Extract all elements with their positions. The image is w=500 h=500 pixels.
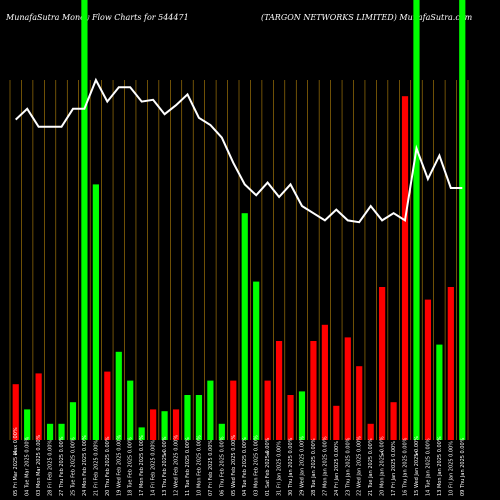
money-flow-bar bbox=[127, 380, 134, 440]
x-tick-label: 20 Thu Feb 2025 0.00% bbox=[105, 436, 111, 496]
money-flow-bar bbox=[81, 0, 88, 440]
x-tick-label: 21 Tue Jan 2025 0.00% bbox=[368, 438, 374, 496]
money-flow-bar bbox=[241, 213, 248, 440]
x-tick-label: 28 Fri Feb 2025 0.00% bbox=[48, 440, 54, 496]
axis-marker: $ bbox=[266, 451, 269, 457]
axis-marker: $ bbox=[14, 451, 17, 457]
x-tick-label: 06 Thu Feb 2025 0.00% bbox=[219, 436, 225, 496]
money-flow-bar bbox=[321, 324, 328, 440]
money-flow-bar bbox=[424, 299, 432, 440]
money-flow-bar bbox=[207, 380, 214, 440]
money-flow-bar bbox=[92, 184, 99, 440]
x-axis-labels: 05 Fri Mar 2025 Max 0.00% 04 Tue Mar 2025… bbox=[13, 427, 466, 496]
x-tick-label: 10 Fri Jan 2025 0.00% bbox=[448, 441, 454, 496]
x-tick-label: 11 Tue Feb 2025 0.00% bbox=[185, 437, 191, 496]
money-flow-bar bbox=[356, 366, 363, 440]
money-flow-bar bbox=[344, 337, 351, 440]
x-tick-label: 17 Mon Feb 2025 0.00% bbox=[139, 435, 145, 496]
x-tick-label: 14 Tue Jan 2025 0.00% bbox=[425, 438, 431, 496]
money-flow-bar bbox=[390, 402, 397, 440]
money-flow-bar bbox=[264, 380, 271, 440]
x-tick-label: 21 Fri Feb 2025 0.00% bbox=[93, 440, 99, 496]
x-tick-label: 25 Tue Feb 2025 0.00% bbox=[70, 437, 76, 496]
money-flow-bar bbox=[104, 371, 111, 440]
money-flow-bar bbox=[218, 423, 225, 440]
money-flow-bar bbox=[115, 351, 122, 440]
money-flow-bar bbox=[150, 409, 157, 440]
money-flow-bar bbox=[230, 380, 237, 440]
x-tick-label: 03 Mon Feb 2025 0.00% bbox=[254, 435, 260, 496]
money-flow-bar bbox=[333, 405, 340, 440]
money-flow-bar bbox=[367, 423, 374, 440]
chart-title-left: MunafaSutra Money Flow Charts for 544471 bbox=[5, 13, 189, 22]
x-tick-label: 22 Wed Jan 2025 0.00% bbox=[357, 436, 363, 496]
money-flow-bar bbox=[172, 409, 180, 440]
money-flow-bar bbox=[447, 287, 454, 440]
money-flow-bar bbox=[46, 423, 54, 440]
x-tick-label: 18 Tue Feb 2025 0.00% bbox=[128, 437, 134, 496]
x-tick-label: 17 Fri Jan 2025 0.00% bbox=[391, 441, 397, 496]
money-flow-bar bbox=[24, 409, 31, 440]
price-line bbox=[15, 77, 463, 224]
axis-markers: $ $ $ $ $ bbox=[14, 451, 418, 457]
x-tick-label: 23 Thu Jan 2025 0.00% bbox=[345, 437, 351, 496]
axis-marker: $ bbox=[381, 451, 384, 457]
x-tick-label: 07 Fri Feb 2025 0.00% bbox=[208, 440, 214, 496]
money-flow-bar bbox=[69, 402, 77, 440]
x-tick-label: 13 Thu Feb 2025 0.00% bbox=[162, 436, 168, 496]
x-tick-label: 12 Wed Feb 2025 0.00% bbox=[174, 435, 180, 496]
money-flow-bar bbox=[379, 287, 386, 440]
money-flow-bar bbox=[275, 341, 283, 440]
x-tick-label: 28 Tue Jan 2025 0.00% bbox=[311, 438, 317, 496]
x-tick-label: 27 Mon Jan 2025 0.00% bbox=[322, 436, 328, 496]
x-tick-label: 10 Mon Feb 2025 0.00% bbox=[196, 435, 202, 496]
x-tick-label: 19 Wed Feb 2025 0.00% bbox=[116, 435, 122, 496]
x-tick-label: 24 Fri Jan 2025 0.00% bbox=[334, 441, 340, 496]
money-flow-bar bbox=[253, 281, 260, 440]
x-tick-label: 15 Wed Jan 2025 0.00% bbox=[414, 436, 420, 496]
x-tick-label: 04 Tue Mar 2025 0.00% bbox=[25, 436, 31, 496]
grid-lines bbox=[9, 80, 469, 440]
money-flow-bar bbox=[184, 395, 191, 440]
x-tick-label: 05 Wed Feb 2025 0.00% bbox=[231, 435, 237, 496]
money-flow-bar bbox=[298, 391, 306, 440]
money-flow-bar bbox=[35, 373, 42, 440]
x-tick-label: 04 Tue Feb 2025 0.00% bbox=[242, 437, 248, 496]
x-tick-label: 20 Mon Jan 2025 0.00% bbox=[380, 436, 386, 496]
money-flow-bar bbox=[195, 395, 203, 440]
money-flow-bar bbox=[161, 411, 168, 440]
x-tick-label: 31 Fri Jan 2025 0.00% bbox=[277, 441, 283, 496]
x-tick-label: 01 Sat Feb 2025 0.00% bbox=[265, 437, 271, 496]
x-tick-label: 03 Mon Mar 2025 0.00% bbox=[36, 434, 42, 496]
money-flow-bar bbox=[401, 96, 409, 440]
x-tick-label: 14 Fri Feb 2025 0.00% bbox=[151, 440, 157, 496]
x-tick-label: 27 Thu Feb 2025 0.00% bbox=[59, 436, 65, 496]
money-flow-bar bbox=[138, 427, 145, 440]
money-flow-bar bbox=[413, 0, 420, 440]
axis-marker: $ bbox=[163, 451, 166, 457]
money-flow-bar bbox=[12, 384, 19, 440]
x-tick-label: 05 Fri Mar 2025 Max 0.00% bbox=[13, 427, 19, 496]
money-flow-bar bbox=[436, 344, 443, 440]
axis-marker: $ bbox=[415, 451, 418, 457]
money-flow-bar bbox=[58, 423, 65, 440]
money-flow-bar bbox=[459, 0, 466, 440]
x-tick-label: 09 Thu Jan 2025 0.00% bbox=[460, 437, 466, 496]
money-flow-bar bbox=[287, 395, 294, 440]
x-tick-label: 29 Wed Jan 2025 0.00% bbox=[299, 436, 305, 496]
x-tick-label: 24 Mon Feb 2025 0.00% bbox=[82, 435, 88, 496]
x-tick-label: 30 Thu Jan 2025 0.00% bbox=[288, 437, 294, 496]
chart-title-right: (TARGON NETWORKS LIMITED) MunafaSutra.co… bbox=[261, 13, 473, 22]
price-line-layer bbox=[15, 77, 463, 224]
money-flow-bars bbox=[12, 0, 466, 440]
money-flow-bar bbox=[310, 341, 317, 440]
x-tick-label: 13 Mon Jan 2025 0.00% bbox=[437, 436, 443, 496]
x-tick-label: 16 Thu Jan 2025 0.00% bbox=[403, 437, 409, 496]
